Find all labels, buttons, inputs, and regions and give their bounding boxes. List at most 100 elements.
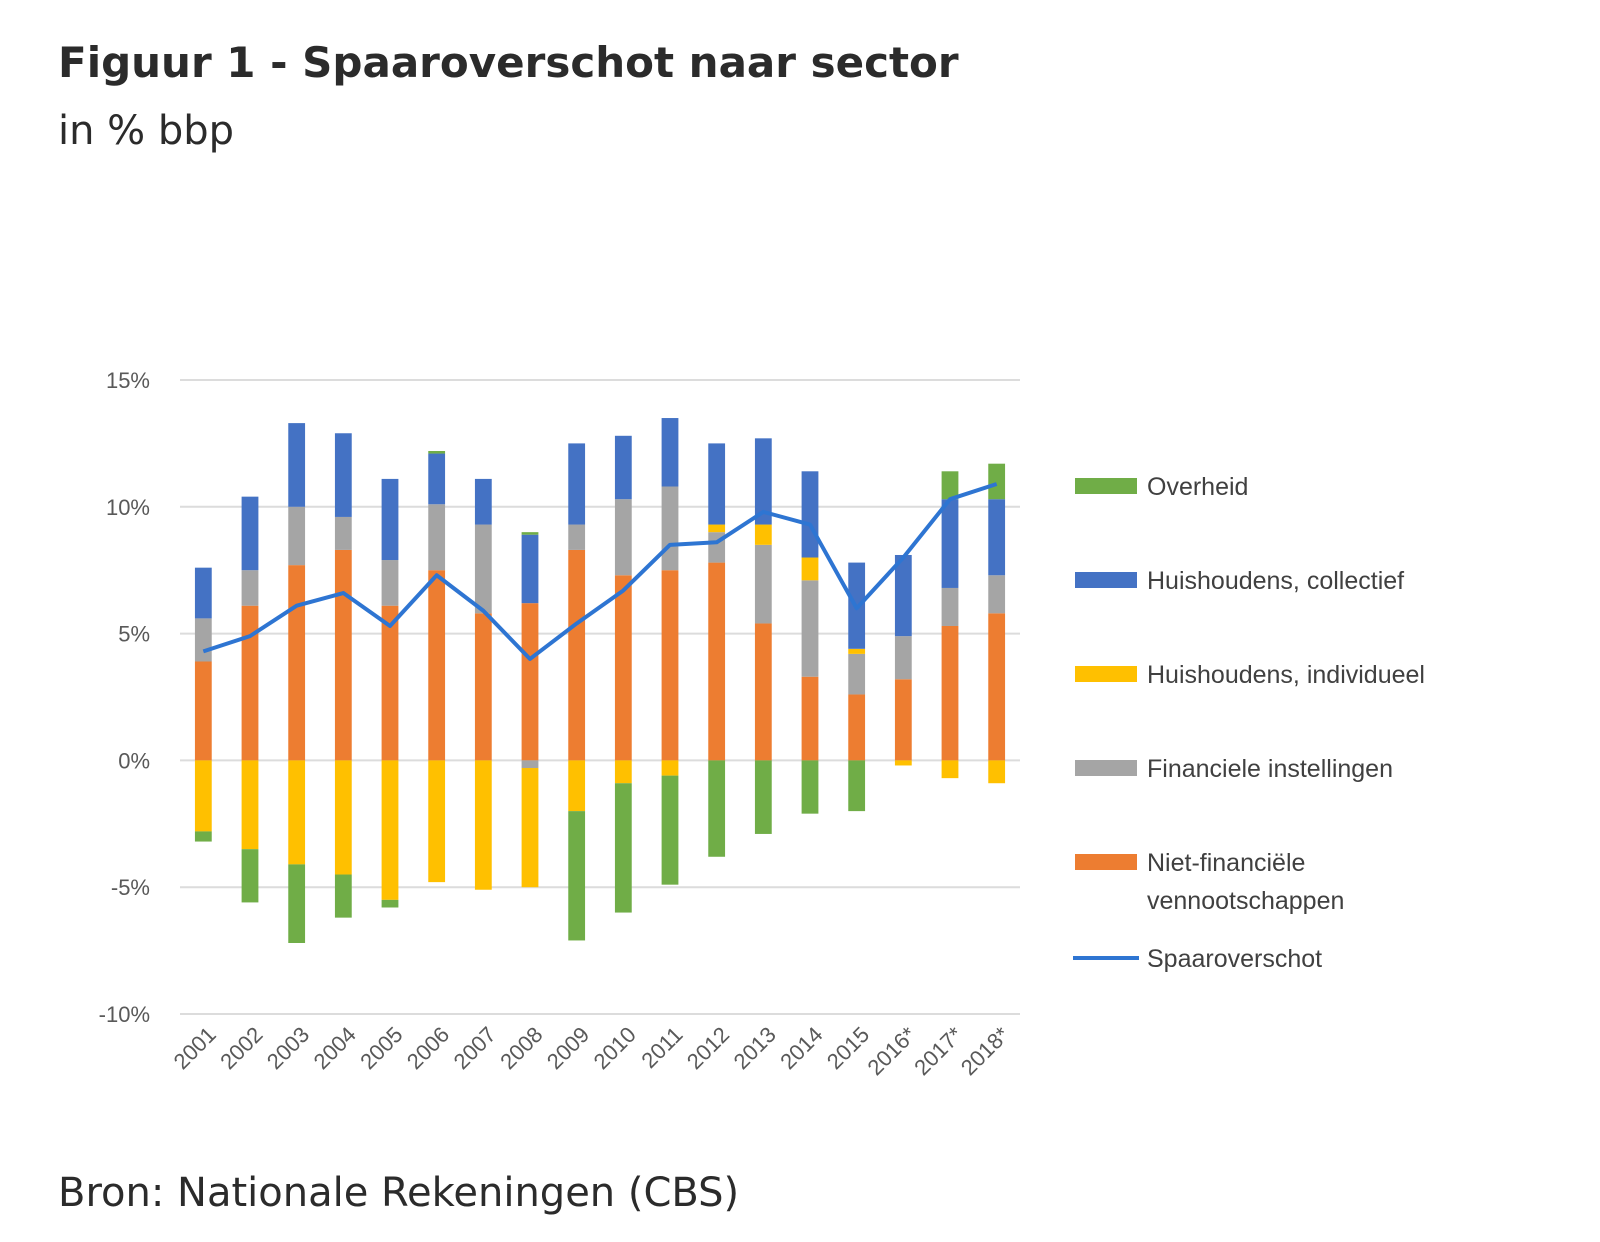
bar-overheid-2018	[988, 463, 1006, 500]
bar-niet-financiele-vennootschappen-2005	[381, 605, 399, 761]
bar-overheid-2015	[848, 760, 866, 812]
bar-financiele-instellingen-2014	[801, 580, 819, 677]
bar-huishoudens-collectief-2006	[428, 453, 446, 505]
bar-overheid-2006	[428, 451, 446, 454]
legend-swatch-financiele-instellingen	[1075, 760, 1137, 776]
bar-overheid-2014	[801, 760, 819, 814]
bar-huishoudens-collectief-2014	[801, 471, 819, 558]
bar-huishoudens-collectief-2010	[614, 435, 632, 500]
bar-niet-financiele-vennootschappen-2002	[241, 605, 259, 761]
bar-overheid-2003	[288, 864, 306, 943]
bar-huishoudens-individueel-2018	[988, 760, 1006, 784]
bar-overheid-2012	[708, 760, 726, 857]
legend-label: Huishoudens, collectief	[1147, 567, 1404, 595]
bar-overheid-2017	[941, 471, 959, 500]
bar-niet-financiele-vennootschappen-2007	[474, 613, 492, 761]
bar-niet-financiele-vennootschappen-2012	[708, 562, 726, 761]
bar-financiele-instellingen-2013	[754, 544, 772, 624]
legend-label: Financiele instellingen	[1147, 755, 1393, 783]
bar-financiele-instellingen-2008	[521, 760, 539, 769]
y-tick-label: 15%	[106, 368, 150, 393]
x-axis: 2001200220032004200520062007200820092010…	[169, 1022, 1015, 1081]
bar-financiele-instellingen-2018	[988, 575, 1006, 614]
bar-huishoudens-individueel-2006	[428, 760, 446, 883]
bar-huishoudens-individueel-2003	[288, 760, 306, 865]
bar-huishoudens-collectief-2017	[941, 499, 959, 588]
bar-niet-financiele-vennootschappen-2009	[568, 549, 586, 761]
bar-huishoudens-collectief-2002	[241, 496, 259, 571]
x-tick-label: 2010	[589, 1022, 641, 1074]
bar-overheid-2004	[334, 874, 352, 918]
y-tick-label: 5%	[118, 622, 150, 647]
bar-niet-financiele-vennootschappen-2016	[894, 679, 912, 761]
chart-source: Bron: Nationale Rekeningen (CBS)	[58, 1170, 740, 1216]
legend-swatch-niet-financiele-vennootschappen	[1075, 854, 1137, 870]
bar-huishoudens-individueel-2013	[754, 524, 772, 545]
bar-huishoudens-individueel-2009	[568, 760, 586, 812]
x-tick-label: 2008	[495, 1022, 547, 1074]
bar-niet-financiele-vennootschappen-2004	[334, 549, 352, 761]
gridlines	[180, 379, 1020, 1015]
bar-huishoudens-individueel-2002	[241, 760, 259, 850]
bar-huishoudens-individueel-2004	[334, 760, 352, 875]
bar-overheid-2002	[241, 849, 259, 903]
bar-niet-financiele-vennootschappen-2017	[941, 625, 959, 761]
chart-subtitle: in % bbp	[58, 108, 235, 154]
x-tick-label: 2014	[775, 1022, 827, 1074]
bar-huishoudens-collectief-2004	[334, 433, 352, 517]
bar-huishoudens-individueel-2010	[614, 760, 632, 784]
bar-niet-financiele-vennootschappen-2014	[801, 676, 819, 761]
bar-huishoudens-collectief-2018	[988, 499, 1006, 576]
bar-financiele-instellingen-2006	[428, 504, 446, 571]
bar-overheid-2001	[194, 831, 212, 842]
bar-huishoudens-collectief-2009	[568, 443, 586, 525]
bar-huishoudens-collectief-2003	[288, 423, 306, 507]
bar-huishoudens-collectief-2012	[708, 443, 726, 525]
bar-financiele-instellingen-2016	[894, 636, 912, 680]
bar-financiele-instellingen-2017	[941, 587, 959, 626]
bar-niet-financiele-vennootschappen-2003	[288, 565, 306, 761]
y-tick-label: 10%	[106, 495, 150, 520]
bar-niet-financiele-vennootschappen-2001	[194, 661, 212, 761]
bar-financiele-instellingen-2011	[661, 486, 679, 571]
bar-huishoudens-collectief-2011	[661, 418, 679, 487]
bar-overheid-2011	[661, 775, 679, 885]
bar-huishoudens-collectief-2007	[474, 478, 492, 525]
bar-financiele-instellingen-2003	[288, 506, 306, 566]
x-tick-label: 2013	[729, 1022, 781, 1074]
bar-niet-financiele-vennootschappen-2018	[988, 613, 1006, 761]
x-tick-label: 2017*	[909, 1022, 968, 1081]
y-axis: 15% 10% 5% 0% -5% -10%	[99, 368, 150, 1027]
bar-huishoudens-individueel-2007	[474, 760, 492, 890]
chart-title: Figuur 1 - Spaaroverschot naar sector	[58, 38, 959, 87]
x-tick-label: 2001	[169, 1022, 221, 1074]
legend-swatch-huishoudens-collectief	[1075, 572, 1137, 588]
bar-huishoudens-individueel-2014	[801, 557, 819, 581]
y-tick-label: -5%	[111, 875, 150, 900]
legend-label: Huishoudens, individueel	[1147, 661, 1425, 689]
bar-huishoudens-individueel-2008	[521, 768, 539, 888]
y-tick-label: 0%	[118, 748, 150, 773]
bar-huishoudens-individueel-2012	[708, 524, 726, 533]
legend-label: Spaaroverschot	[1147, 945, 1322, 973]
bar-overheid-2008	[521, 532, 539, 535]
bar-overheid-2009	[568, 811, 586, 941]
legend-label: vennootschappen	[1147, 887, 1344, 915]
bar-huishoudens-collectief-2001	[194, 567, 212, 619]
x-tick-label: 2018*	[956, 1022, 1015, 1081]
bar-financiele-instellingen-2005	[381, 560, 399, 606]
bar-huishoudens-collectief-2013	[754, 438, 772, 525]
bar-niet-financiele-vennootschappen-2011	[661, 570, 679, 761]
bar-financiele-instellingen-2002	[241, 570, 259, 606]
bar-huishoudens-individueel-2001	[194, 760, 212, 832]
bar-niet-financiele-vennootschappen-2008	[521, 603, 539, 761]
spaaroverschot-line-group	[202, 482, 998, 661]
y-tick-label: -10%	[99, 1002, 150, 1027]
spaaroverschot-line	[202, 482, 998, 661]
legend-label: Niet-financiële	[1147, 849, 1305, 877]
bar-overheid-2013	[754, 760, 772, 834]
bar-financiele-instellingen-2009	[568, 524, 586, 550]
bars	[194, 418, 1006, 943]
bar-financiele-instellingen-2015	[848, 653, 866, 695]
